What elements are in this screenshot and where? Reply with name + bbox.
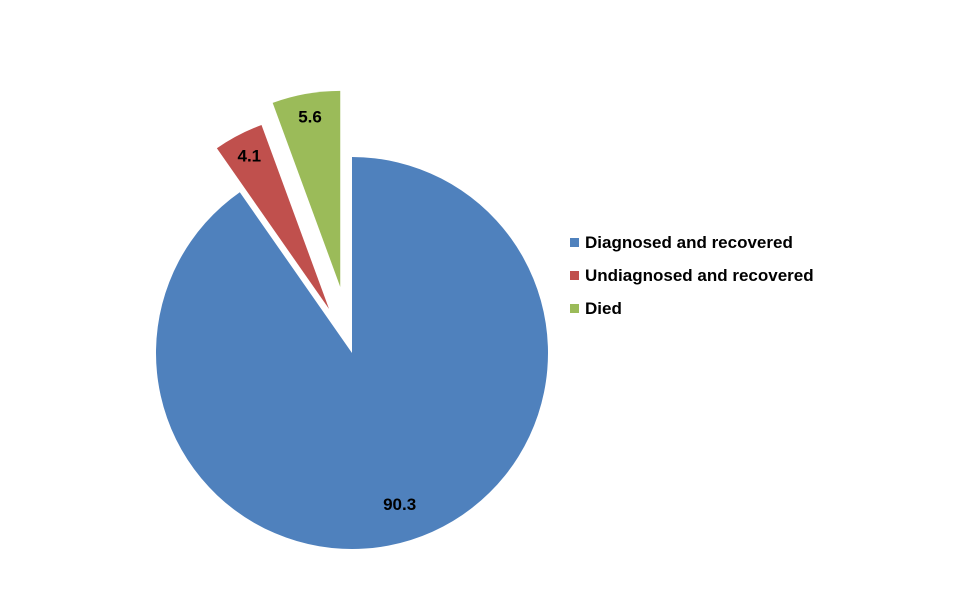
data-label-died: 5.6 (298, 108, 322, 127)
legend-swatch (570, 304, 579, 313)
pie-slice-died (272, 90, 341, 287)
legend: Diagnosed and recovered Undiagnosed and … (570, 226, 814, 325)
data-label-undiagnosed-and-recovered: 4.1 (237, 147, 261, 166)
data-label-diagnosed-and-recovered: 90.3 (383, 495, 416, 514)
legend-item-died: Died (570, 292, 814, 325)
legend-label: Died (585, 298, 622, 318)
legend-item-undiagnosed-and-recovered: Undiagnosed and recovered (570, 259, 814, 292)
legend-swatch (570, 271, 579, 280)
legend-swatch (570, 238, 579, 247)
pie-slice-undiagnosed-and-recovered (216, 125, 330, 310)
legend-label: Undiagnosed and recovered (585, 265, 814, 285)
legend-label: Diagnosed and recovered (585, 232, 793, 252)
pie-slice-diagnosed-and-recovered (155, 157, 548, 549)
legend-item-diagnosed-and-recovered: Diagnosed and recovered (570, 226, 814, 259)
